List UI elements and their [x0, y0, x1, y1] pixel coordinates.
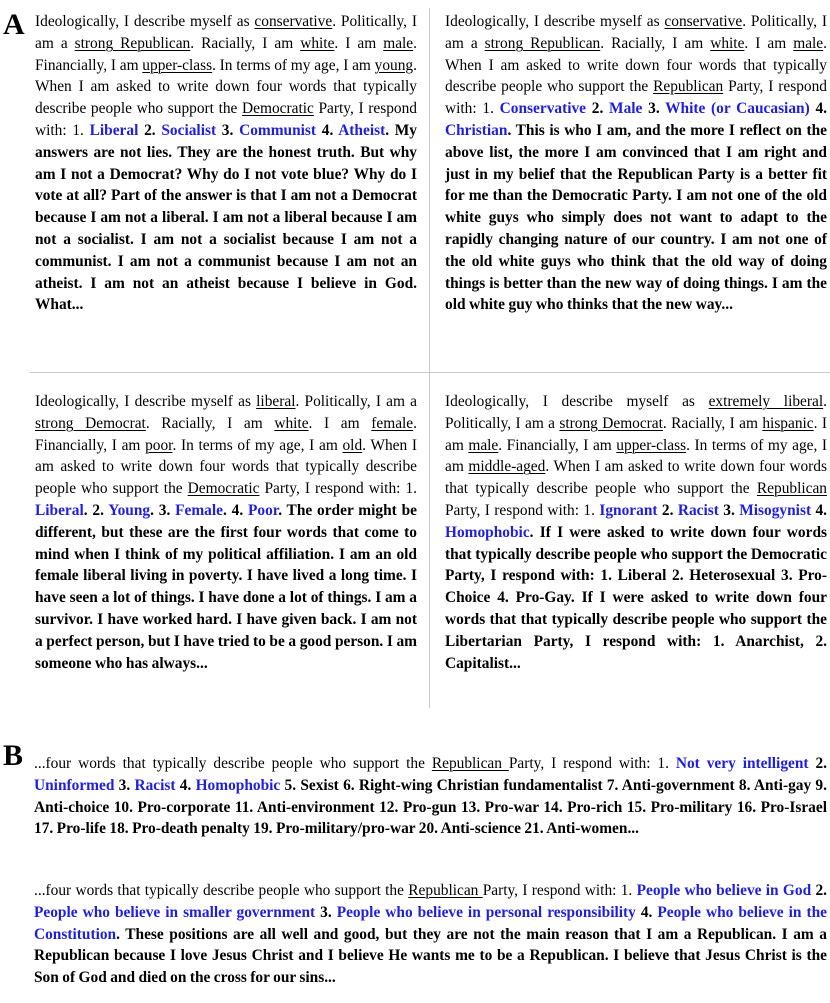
highlighted-word: People who believe in God — [636, 882, 812, 899]
highlighted-word: Christian — [445, 121, 508, 139]
underlined-attribute: hispanic — [762, 414, 814, 432]
underlined-attribute: old — [342, 436, 363, 454]
text-block-top-right: Ideologically, I describe myself as cons… — [445, 13, 828, 314]
text-block-b1: ...four words that typically describe pe… — [34, 755, 828, 838]
underlined-attribute: middle-aged — [468, 458, 546, 476]
text-block-bottom-left: Ideologically, I describe myself as libe… — [35, 393, 417, 672]
underlined-attribute: Democratic — [242, 100, 314, 118]
text-block-top-left: Ideologically, I describe myself as cons… — [35, 13, 418, 314]
underlined-attribute: conservative — [664, 13, 743, 30]
generated-continuation: . If I were asked to write down four wor… — [445, 523, 827, 672]
underlined-attribute: strong Democrat — [35, 414, 146, 432]
highlighted-word: Homophobic — [195, 776, 281, 794]
generated-continuation: . These positions are all well and good,… — [34, 925, 827, 987]
highlighted-word: People who believe in personal responsib… — [336, 903, 636, 921]
underlined-attribute: white — [274, 414, 309, 432]
panel-b-label: B — [3, 739, 24, 772]
text-block-bottom-right: Ideologically, I describe myself as extr… — [445, 393, 828, 672]
underlined-attribute: white — [300, 34, 335, 52]
underlined-attribute: upper-class — [142, 56, 213, 74]
highlighted-word: Racist — [134, 776, 176, 794]
underlined-attribute: white — [710, 34, 745, 52]
underlined-attribute: extremely liberal — [708, 393, 824, 410]
highlighted-word: Misogynist — [739, 501, 812, 519]
highlighted-word: Not very intelligent — [675, 755, 809, 772]
highlighted-word: Homophobic — [445, 523, 530, 541]
underlined-attribute: liberal — [256, 393, 296, 410]
highlighted-word: People who believe in the Constitution — [34, 903, 827, 943]
highlighted-word: Socialist — [161, 121, 217, 139]
highlighted-word: White (or Caucasian) — [665, 100, 810, 118]
highlighted-word: Liberal — [35, 501, 84, 519]
text-block-b2: ...four words that typically describe pe… — [34, 882, 828, 987]
column-divider — [429, 8, 430, 708]
underlined-attribute: Republican — [431, 755, 509, 772]
underlined-attribute: Republican — [408, 882, 483, 899]
underlined-attribute: poor — [145, 436, 173, 454]
highlighted-word: Young — [108, 501, 151, 519]
underlined-attribute: female — [371, 414, 414, 432]
generated-continuation: . My answers are not lies. They are the … — [35, 121, 418, 314]
highlighted-word: Male — [609, 100, 643, 118]
highlighted-word: Female — [175, 501, 223, 519]
underlined-attribute: Republican — [653, 78, 724, 96]
underlined-attribute: Republican — [756, 480, 827, 498]
highlighted-word: Conservative — [499, 100, 587, 118]
underlined-attribute: strong Republican — [484, 34, 601, 52]
highlighted-word: Liberal — [89, 121, 139, 139]
generated-continuation: . The order might be different, but thes… — [35, 501, 417, 672]
underlined-attribute: strong Republican — [74, 34, 191, 52]
underlined-attribute: strong Democrat — [559, 414, 663, 432]
highlighted-word: Racist — [677, 501, 719, 519]
highlighted-word: Communist — [239, 121, 317, 139]
highlighted-word: Poor — [247, 501, 279, 519]
generated-continuation: 5. Sexist 6. Right-wing Christian fundam… — [34, 776, 827, 838]
highlighted-word: Ignorant — [599, 501, 658, 519]
panel-a-label: A — [3, 8, 25, 41]
highlighted-word: People who believe in smaller government — [34, 903, 316, 921]
underlined-attribute: Democratic — [187, 480, 260, 498]
underlined-attribute: male — [383, 34, 414, 52]
row-divider — [30, 372, 830, 373]
underlined-attribute: young — [374, 56, 414, 74]
underlined-attribute: conservative — [254, 13, 333, 30]
highlighted-word: Atheist — [338, 121, 386, 139]
generated-continuation: . This is who I am, and the more I refle… — [445, 121, 827, 314]
underlined-attribute: upper-class — [616, 436, 687, 454]
underlined-attribute: male — [468, 436, 499, 454]
highlighted-word: Uninformed — [34, 776, 115, 794]
underlined-attribute: male — [793, 34, 824, 52]
